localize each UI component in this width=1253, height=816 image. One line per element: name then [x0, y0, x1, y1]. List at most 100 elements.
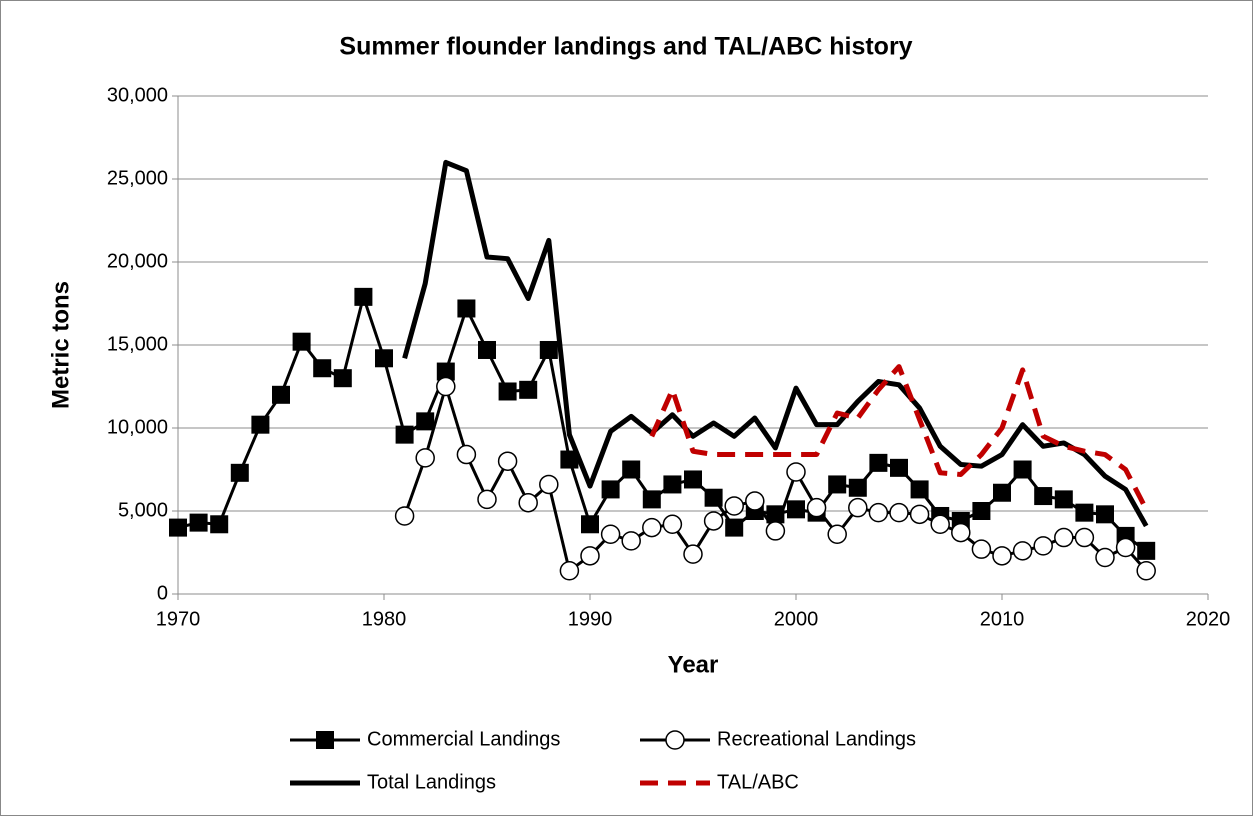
- data-point: [663, 475, 682, 494]
- data-point: [559, 561, 580, 581]
- data-point: [992, 546, 1012, 566]
- data-point: [539, 474, 559, 495]
- data-point: [477, 489, 497, 510]
- data-point: [292, 332, 311, 351]
- y-tick-label: 15,000: [107, 333, 168, 355]
- legend-label: Total Landings: [367, 771, 496, 793]
- data-point: [972, 502, 991, 520]
- x-tick-label: 1990: [568, 608, 613, 630]
- data-point: [765, 521, 786, 541]
- data-point: [704, 488, 723, 507]
- data-point: [272, 385, 290, 404]
- data-point: [1012, 541, 1033, 561]
- data-point: [230, 463, 249, 482]
- data-point: [786, 462, 806, 482]
- data-point: [539, 340, 558, 359]
- data-point: [724, 496, 744, 516]
- data-point: [333, 369, 352, 388]
- data-point: [169, 518, 187, 537]
- data-point: [1096, 505, 1114, 524]
- data-point: [828, 475, 847, 494]
- data-point: [1054, 527, 1074, 548]
- data-point: [683, 544, 703, 564]
- legend-marker: [665, 730, 685, 750]
- data-point: [498, 382, 517, 401]
- data-point: [395, 425, 414, 444]
- x-tick-label: 1970: [156, 608, 201, 630]
- data-point: [868, 502, 889, 523]
- data-point: [951, 522, 971, 543]
- data-point: [827, 524, 847, 544]
- x-tick-label: 2010: [980, 608, 1025, 630]
- x-tick-label: 2020: [1186, 608, 1231, 630]
- data-point: [971, 539, 992, 559]
- data-point: [889, 502, 909, 523]
- data-point: [560, 450, 579, 469]
- x-tick-label: 2000: [774, 608, 819, 630]
- y-tick-label: 20,000: [107, 250, 168, 272]
- data-point: [622, 460, 641, 479]
- data-point: [642, 517, 662, 538]
- data-point: [662, 514, 683, 535]
- data-point: [848, 497, 868, 518]
- data-point: [457, 299, 476, 318]
- data-point: [478, 340, 496, 359]
- legend-label: TAL/ABC: [717, 771, 799, 793]
- data-point: [519, 380, 538, 399]
- data-point: [415, 448, 435, 468]
- data-point: [1074, 527, 1095, 548]
- data-point: [684, 470, 702, 489]
- data-point: [725, 518, 744, 537]
- series-line: [649, 364, 1149, 511]
- data-point: [806, 497, 827, 518]
- data-point: [375, 349, 393, 368]
- data-point: [1034, 487, 1053, 506]
- legend-marker: [316, 731, 334, 749]
- data-point: [1075, 503, 1094, 522]
- data-point: [848, 478, 867, 497]
- legend-label: Commercial Landings: [367, 728, 560, 750]
- chart-title: Summer flounder landings and TAL/ABC his…: [339, 33, 912, 61]
- data-point: [600, 524, 621, 544]
- y-axis-label: Metric tons: [47, 281, 74, 409]
- x-axis-label: Year: [668, 651, 719, 678]
- data-point: [787, 500, 805, 519]
- data-point: [1095, 547, 1115, 568]
- data-point: [1013, 460, 1032, 479]
- x-tick-label: 1980: [362, 608, 407, 630]
- data-point: [580, 546, 600, 566]
- data-point: [354, 287, 373, 306]
- data-point: [642, 490, 661, 509]
- data-point: [601, 480, 620, 499]
- data-point: [909, 504, 930, 525]
- y-tick-label: 25,000: [107, 167, 168, 189]
- data-point: [436, 362, 455, 381]
- data-point: [703, 511, 724, 531]
- data-point: [869, 453, 888, 472]
- y-tick-label: 5,000: [118, 499, 168, 521]
- data-point: [518, 492, 538, 513]
- data-point: [1136, 561, 1156, 581]
- series-line: [402, 159, 1149, 528]
- data-point: [890, 458, 908, 477]
- data-point: [394, 506, 415, 526]
- data-point: [1137, 541, 1156, 560]
- data-point: [436, 376, 456, 397]
- data-point: [456, 444, 477, 465]
- data-point: [993, 483, 1011, 502]
- y-tick-label: 0: [157, 582, 168, 604]
- data-point: [189, 513, 208, 532]
- data-point: [1115, 537, 1136, 558]
- data-point: [581, 515, 599, 534]
- data-point: [1033, 536, 1053, 556]
- data-point: [251, 415, 270, 434]
- data-point: [313, 359, 332, 378]
- y-tick-label: 30,000: [107, 84, 168, 106]
- data-point: [621, 531, 641, 551]
- data-point: [1054, 490, 1073, 509]
- data-point: [210, 515, 229, 534]
- data-point: [416, 412, 435, 431]
